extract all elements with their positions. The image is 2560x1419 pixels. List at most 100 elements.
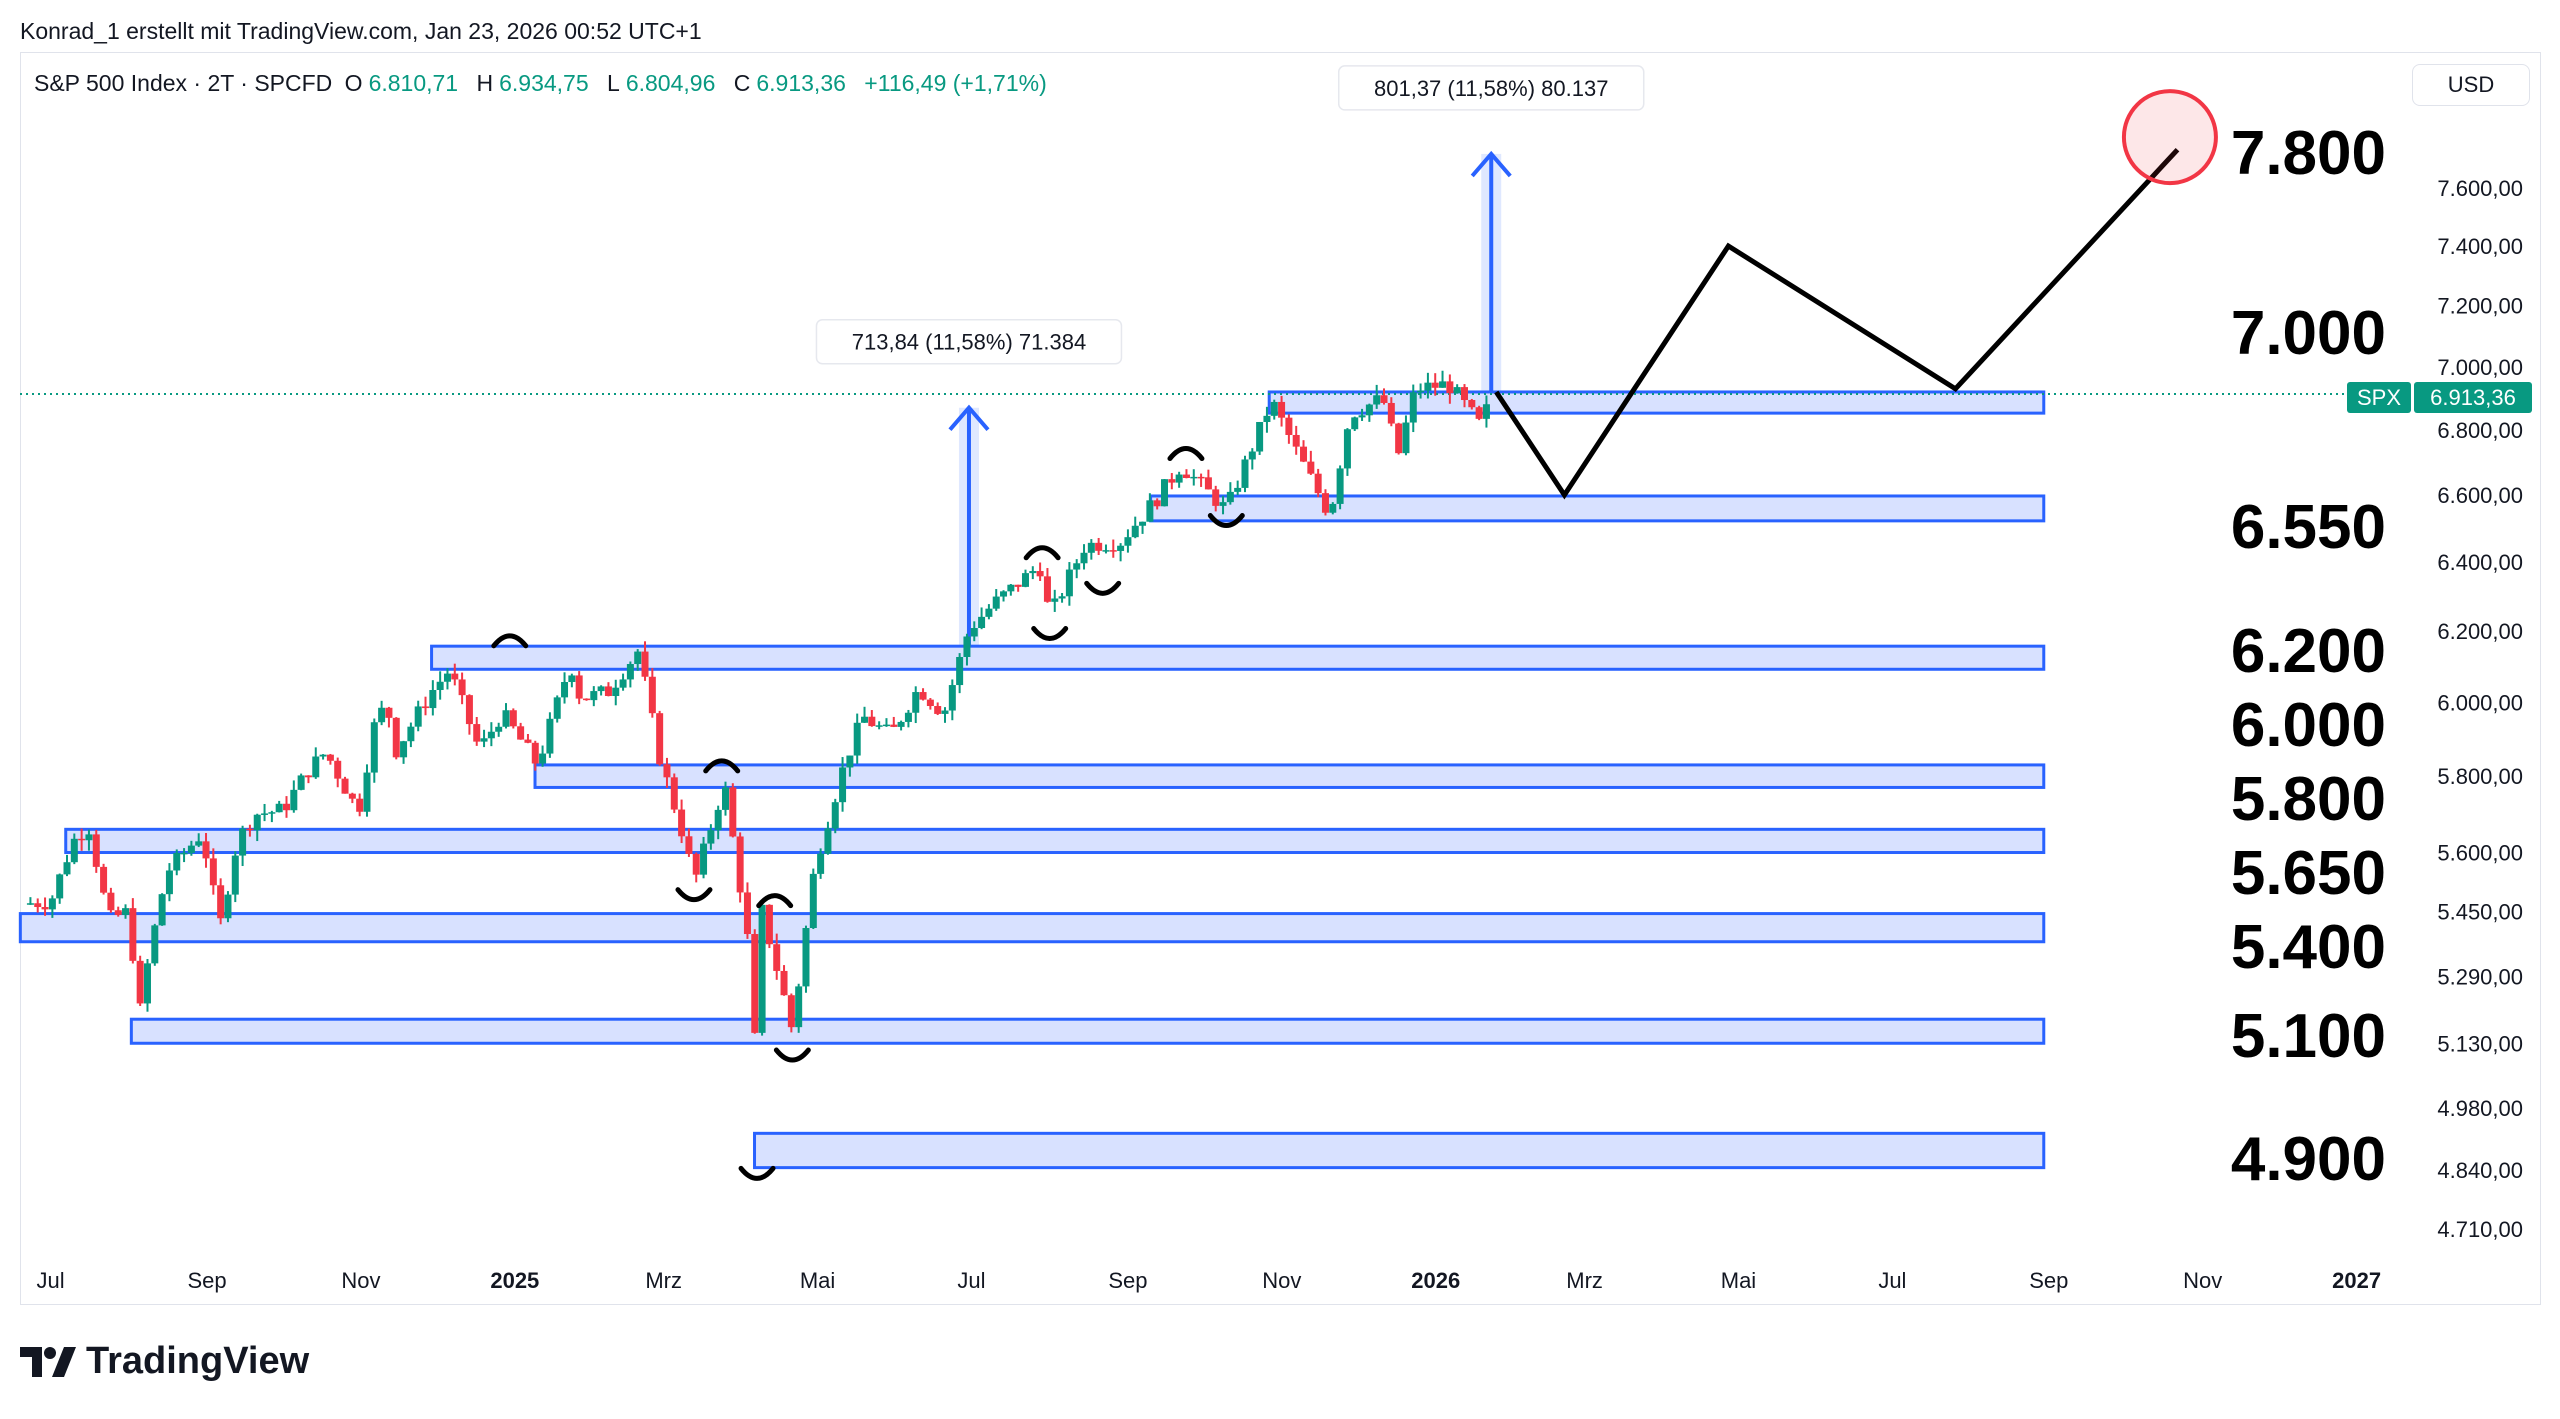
candle <box>1424 372 1432 399</box>
candle <box>1395 422 1403 455</box>
candle-body <box>1395 423 1403 454</box>
candle-body <box>743 892 751 935</box>
level-label: 5.650 <box>2231 839 2386 908</box>
candle <box>304 775 312 784</box>
candle <box>1087 539 1095 560</box>
target-circle <box>2121 89 2218 186</box>
candle <box>597 685 605 696</box>
candle <box>1314 468 1322 498</box>
candle-body <box>1007 584 1015 592</box>
candle-body <box>1424 382 1432 391</box>
candle-body <box>107 892 115 911</box>
candle <box>1036 562 1044 582</box>
level-label: 6.000 <box>2231 691 2386 760</box>
currency-button[interactable]: USD <box>2412 64 2530 106</box>
swing-mark-arc <box>1167 446 1205 462</box>
candle-body <box>224 894 232 919</box>
candle-body <box>283 803 291 811</box>
candle-body <box>524 739 532 743</box>
candle <box>831 798 839 834</box>
candle <box>458 672 466 705</box>
candle-body <box>948 685 956 711</box>
candle-body <box>1146 500 1154 522</box>
last-price-badge: SPX 6.913,36 <box>2347 382 2532 413</box>
candle-body <box>1285 417 1293 435</box>
candle-body <box>48 898 56 910</box>
candle-body <box>1468 400 1476 408</box>
time-axis[interactable]: Jul Sep Nov 2025 Mrz Mai Jul Sep Nov 2026 Mrz Mai Ju… <box>37 1268 2382 1293</box>
symbol-name[interactable]: S&P 500 Index · 2T · SPCFD <box>34 70 333 96</box>
candle <box>1482 395 1490 428</box>
candle-body <box>795 986 803 1028</box>
candle-body <box>370 722 378 773</box>
ohlc-high: H 6.934,75 <box>476 70 589 96</box>
candle-body <box>1292 434 1300 447</box>
candle-body <box>1065 569 1073 597</box>
candle-body <box>1102 550 1110 552</box>
candle <box>692 852 700 883</box>
candle-body <box>319 754 327 757</box>
symbol-badge-bg <box>2347 382 2411 413</box>
candle <box>1234 480 1242 496</box>
candle-body <box>1073 563 1081 570</box>
tradingview-logo[interactable]: TradingView <box>20 1340 309 1383</box>
candle-body <box>992 596 1000 609</box>
candle-body <box>707 830 715 844</box>
candle <box>1300 440 1308 463</box>
candle-body <box>875 725 883 727</box>
candle-body <box>531 742 539 764</box>
candle <box>414 700 422 732</box>
candle-body <box>326 754 334 761</box>
candle <box>473 716 481 746</box>
candle <box>817 848 825 879</box>
candle <box>1139 521 1147 534</box>
candle-body <box>341 778 349 794</box>
candle <box>729 783 737 838</box>
candle-body <box>1124 537 1132 546</box>
candle <box>85 829 93 851</box>
swing-mark-arc <box>773 1047 811 1063</box>
swing-mark-arc <box>675 887 713 903</box>
candle-body <box>787 995 795 1028</box>
candle-body <box>912 692 920 713</box>
candle <box>341 776 349 794</box>
candle-body <box>92 834 100 867</box>
candle-body <box>187 845 195 853</box>
candle-body <box>1036 571 1044 577</box>
candle <box>122 904 130 919</box>
candle-body <box>978 616 986 629</box>
candle-body <box>304 775 312 778</box>
level-label: 4.900 <box>2231 1125 2386 1194</box>
candle <box>312 747 320 779</box>
candle <box>619 673 627 691</box>
zone-rect <box>533 763 2046 789</box>
candle-body <box>473 724 481 742</box>
candle-body <box>356 798 364 812</box>
level-labels: 7.800 7.000 6.550 6.2006.0005.8005.6505.400… <box>2231 119 2386 1194</box>
time-tick-label: Nov <box>2183 1268 2222 1293</box>
candle <box>670 773 678 814</box>
candle-body <box>1460 387 1468 401</box>
price-tick-label: 6.400,00 <box>2437 550 2523 575</box>
price-tick-label: 4.710,00 <box>2437 1217 2523 1242</box>
candle-body <box>392 717 400 758</box>
candle <box>926 698 934 710</box>
candle <box>553 695 561 723</box>
candle <box>780 965 788 996</box>
swing-mark-arc <box>1084 580 1122 596</box>
candle <box>1007 584 1015 596</box>
candle-body <box>670 777 678 810</box>
candle <box>1124 529 1132 553</box>
candle-body <box>700 843 708 875</box>
price-range-measures: 713,84 (11,58%) 71.384 801,37 (11,58%) 80… <box>815 65 1645 647</box>
candle <box>736 832 744 903</box>
candle <box>1307 450 1315 475</box>
candle <box>1153 498 1161 510</box>
level-label: 5.400 <box>2231 913 2386 982</box>
zone-rect <box>18 912 2046 944</box>
chart-caption: Konrad_1 erstellt mit TradingView.com, J… <box>20 18 702 44</box>
price-axis[interactable]: 7.600,00 7.400,00 7.200,00 7.000,00 6.800,00… <box>2437 176 2523 1242</box>
level-label: 5.800 <box>2231 765 2386 834</box>
candle <box>875 721 883 730</box>
